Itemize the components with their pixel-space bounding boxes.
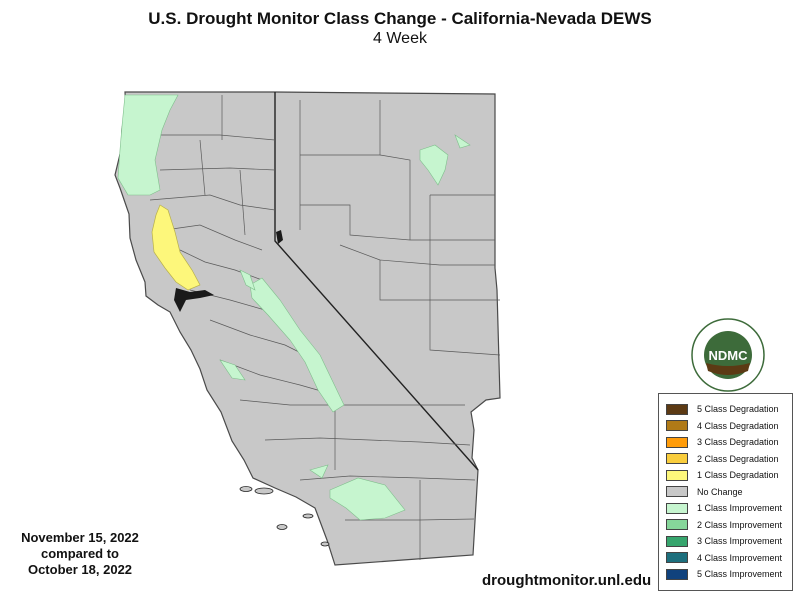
legend-swatch	[666, 502, 688, 514]
legend-swatch	[666, 568, 688, 580]
current-date: November 15, 2022	[21, 530, 139, 545]
legend-swatch	[666, 420, 688, 431]
legend-label: 1 Class Improvement	[697, 503, 783, 513]
channel-islands	[239, 486, 330, 547]
legend-swatch	[666, 469, 688, 481]
legend-item: 3 Class Improvement	[666, 533, 782, 549]
bay-water	[174, 288, 214, 312]
improvement-1-regions	[117, 94, 471, 521]
state-boundary	[274, 92, 479, 471]
legend-label: 3 Class Degradation	[697, 437, 779, 447]
legend-item: 2 Class Degradation	[666, 451, 779, 467]
legend-item: 3 Class Degradation	[666, 434, 779, 450]
cal-nevada-landmass	[114, 91, 501, 566]
source-url: droughtmonitor.unl.edu	[482, 572, 652, 589]
legend-swatch	[666, 519, 688, 530]
degradation-1-region	[151, 204, 201, 291]
legend-label: 2 Class Improvement	[697, 519, 783, 530]
legend-label: 1 Class Degradation	[697, 470, 779, 480]
legend-item: No Change	[666, 484, 743, 500]
legend-label: 2 Class Degradation	[697, 453, 779, 464]
legend-swatch	[666, 486, 688, 497]
legend-label: 5 Class Improvement	[697, 569, 783, 579]
map-title: U.S. Drought Monitor Class Change - Cali…	[148, 9, 652, 28]
lake-tahoe	[276, 230, 283, 244]
legend-item: 4 Class Degradation	[666, 418, 779, 434]
legend-swatch	[666, 552, 688, 563]
previous-date: October 18, 2022	[27, 562, 133, 577]
legend-label: 5 Class Degradation	[697, 404, 779, 414]
legend-item: 1 Class Improvement	[666, 500, 782, 516]
logo-text: NDMC	[709, 348, 749, 363]
legend-item: 4 Class Improvement	[666, 550, 782, 566]
date-block: November 15, 2022 compared to October 18…	[0, 530, 160, 578]
legend: 5 Class Degradation 4 Class Degradation …	[658, 393, 793, 591]
legend-label: 3 Class Improvement	[697, 536, 783, 546]
legend-swatch	[666, 403, 688, 415]
county-lines	[149, 95, 501, 560]
legend-swatch	[666, 535, 688, 547]
legend-label: 4 Class Improvement	[697, 552, 783, 563]
legend-swatch	[666, 453, 688, 464]
ndmc-logo: NDMC	[690, 317, 766, 398]
legend-item: 2 Class Improvement	[666, 517, 782, 533]
legend-item: 5 Class Improvement	[666, 566, 782, 582]
legend-item: 5 Class Degradation	[666, 401, 779, 417]
legend-item: 1 Class Degradation	[666, 467, 779, 483]
legend-label: 4 Class Degradation	[697, 420, 779, 431]
legend-label: No Change	[697, 486, 743, 497]
compared-label: compared to	[40, 546, 119, 561]
legend-swatch	[666, 436, 688, 448]
map-subtitle: 4 Week	[373, 30, 427, 47]
